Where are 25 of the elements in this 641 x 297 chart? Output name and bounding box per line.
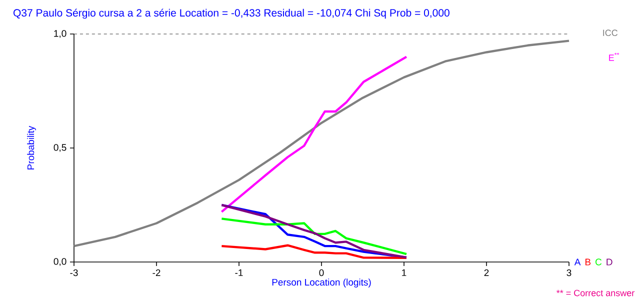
text: D — [606, 258, 612, 266]
text: C — [596, 258, 602, 266]
line-series — [220, 204, 408, 259]
x-tick-label: 1 — [402, 269, 406, 276]
y-axis-title: Probability — [27, 126, 36, 170]
x-tick-label: 3 — [566, 269, 572, 276]
y-tick-label: 1,0 — [54, 30, 66, 38]
text: ICC — [603, 30, 618, 36]
x-tick-label: -2 — [152, 269, 160, 276]
line-series — [220, 56, 408, 213]
text: E$^{**}$ — [609, 52, 620, 61]
line-series — [72, 40, 570, 248]
x-tick-label: -3 — [70, 269, 78, 276]
x-axis-title: Person Location (logits) — [272, 278, 371, 288]
x-tick-label: 2 — [484, 269, 489, 276]
text: ** = Correct answer — [556, 290, 634, 296]
y-tick-label: 0,5 — [54, 144, 66, 152]
chart-title: Q37 Paulo Sérgio cursa a 2 a série Location = -0,433 Residual = -10,074 Chi Sq Prob = 0,000 — [14, 8, 450, 19]
text: A — [574, 258, 581, 266]
x-tick-label: -1 — [235, 269, 243, 276]
x-tick-label: 0 — [319, 269, 324, 276]
line-series — [220, 218, 408, 256]
y-tick-label: 0,0 — [54, 258, 66, 266]
text: B — [585, 258, 591, 266]
line-series — [220, 244, 408, 259]
